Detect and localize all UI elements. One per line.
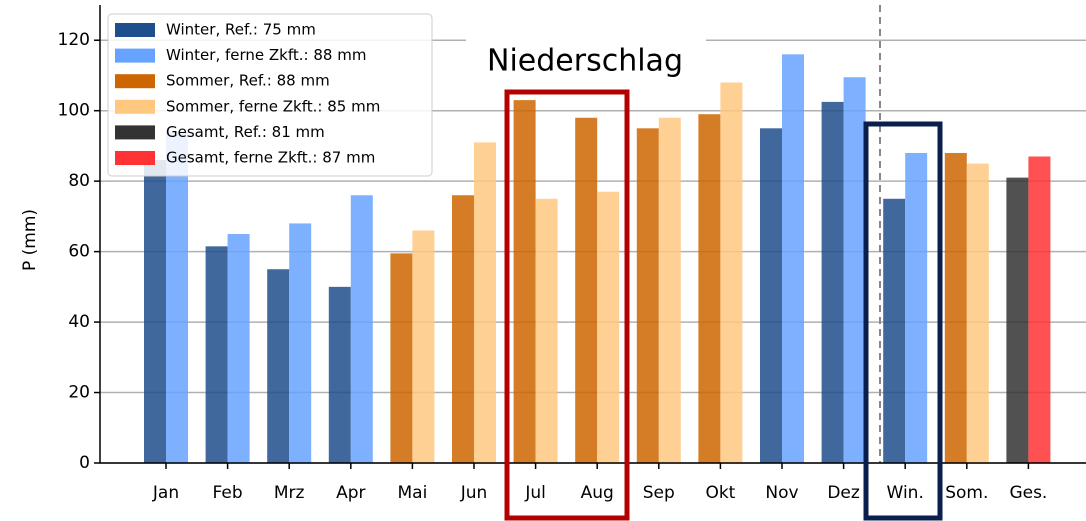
bar [328,286,351,463]
y-tick-label: 0 [79,453,90,473]
y-tick-label: 60 [68,242,90,262]
x-tick-label: Mrz [274,483,305,503]
bar [412,230,435,463]
x-tick-label: Jul [524,483,546,503]
bar [452,195,474,463]
x-tick-label: Feb [213,483,243,503]
x-tick-label: Aug [581,483,614,503]
y-tick-label: 120 [58,30,90,50]
bar [1006,177,1029,463]
bar [966,163,989,464]
x-tick-label: Mai [397,483,427,503]
legend-swatch [115,125,155,140]
bar [905,152,928,463]
x-tick-label: Som. [945,483,988,503]
bar [390,253,413,463]
legend-label: Winter, Ref.: 75 mm [166,21,316,39]
bar [944,152,967,463]
bar [658,117,681,463]
legend-swatch [115,99,155,114]
y-tick-label: 100 [58,101,90,121]
y-axis-label: P (mm) [20,209,40,271]
y-tick-label: 20 [68,383,90,403]
bar [782,54,804,463]
legend-swatch [115,23,155,37]
y-tick-label: 40 [68,312,90,332]
highlight-box [863,121,943,521]
bar [821,101,844,463]
bar [535,198,558,463]
annotation-bg [466,38,706,88]
x-tick-label: Sep [643,483,675,503]
bar [720,82,743,463]
legend-label: Gesamt, ferne Zkft.: 87 mm [166,149,375,167]
x-tick-label: Win. [887,483,924,503]
annotation: Niederschlag [487,44,683,79]
x-tick-label: Jun [460,483,488,503]
bar [474,142,496,463]
bar [144,160,166,463]
y-tick-label: 80 [68,171,90,191]
x-tick-label: Jan [152,483,179,503]
x-tick-label: Apr [336,483,365,503]
bar [289,223,312,463]
bar [267,269,290,463]
bar [760,128,782,464]
bar [1028,156,1051,463]
legend-label: Winter, ferne Zkft.: 88 mm [166,46,366,64]
legend-box [107,13,433,177]
bar [350,195,373,463]
x-tick-label: Dez [827,483,860,503]
bar [575,117,598,463]
legend-label: Sommer, ferne Zkft.: 85 mm [166,97,380,115]
legend-swatch [115,151,155,165]
bar [883,198,906,463]
bar [698,114,721,463]
bar [843,77,866,463]
legend-swatch [115,48,155,63]
legend-label: Sommer, Ref.: 88 mm [166,72,330,90]
bar [205,246,228,463]
bar [513,100,536,463]
bar [597,191,620,463]
legend-label: Gesamt, Ref.: 81 mm [166,123,325,141]
bar [166,131,188,464]
highlight-box [504,89,630,521]
x-tick-label: Nov [765,483,798,503]
bar [636,128,659,464]
legend-swatch [115,74,155,89]
x-tick-label: Ges. [1009,483,1047,503]
x-tick-label: Okt [705,483,735,503]
bar [227,234,250,463]
